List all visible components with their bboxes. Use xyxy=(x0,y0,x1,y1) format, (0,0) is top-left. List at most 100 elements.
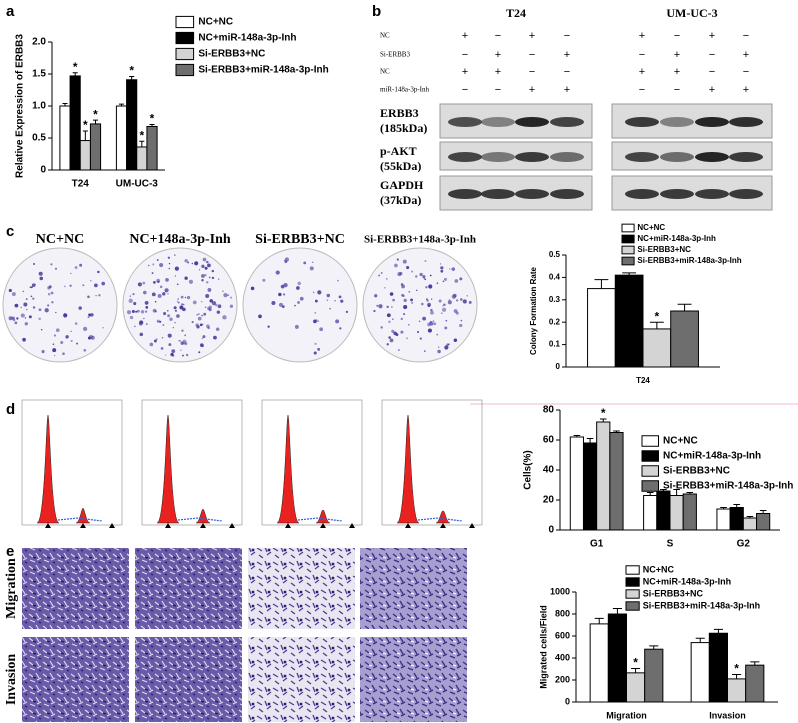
colony xyxy=(162,292,166,296)
colony xyxy=(438,299,442,303)
colony xyxy=(30,295,33,298)
y-tick-label: 600 xyxy=(555,630,570,640)
histogram-frame xyxy=(141,399,243,526)
y-tick-label: 800 xyxy=(555,608,570,618)
legend-label: NC+miR-148a-3p-Inh xyxy=(198,33,296,44)
bar xyxy=(670,310,699,368)
colony xyxy=(386,343,389,346)
x-tick-label: G1 xyxy=(590,539,604,550)
colony xyxy=(317,290,322,295)
colony xyxy=(157,294,162,298)
colony xyxy=(326,293,331,298)
y-tick-label: 400 xyxy=(555,652,570,662)
y-tick-label: 20 xyxy=(543,495,555,506)
colony xyxy=(152,263,155,266)
colony xyxy=(198,313,200,315)
micrograph xyxy=(22,637,129,722)
legend-swatch xyxy=(621,256,635,266)
treatment-sign: + xyxy=(743,49,749,61)
g1-peak xyxy=(36,414,60,524)
bar xyxy=(745,664,765,703)
blot-band xyxy=(625,152,659,162)
colony xyxy=(16,317,19,320)
s-phase xyxy=(57,517,103,522)
colony xyxy=(174,321,176,324)
colony xyxy=(374,294,378,298)
bar xyxy=(582,442,598,531)
colony xyxy=(428,284,433,289)
colony xyxy=(74,266,78,270)
colony xyxy=(70,330,72,333)
error-bar xyxy=(573,435,581,437)
colony-dish xyxy=(122,247,238,363)
y-tick-label: 60 xyxy=(543,435,555,446)
colony xyxy=(411,270,414,273)
colony xyxy=(198,351,201,354)
colony xyxy=(34,283,36,286)
colony xyxy=(40,328,43,331)
colony xyxy=(182,307,186,312)
colony xyxy=(403,313,406,316)
treatment-sign: − xyxy=(564,66,570,78)
bar xyxy=(126,79,138,171)
colony xyxy=(442,305,444,307)
colony xyxy=(182,303,185,306)
colony xyxy=(296,286,300,290)
colony xyxy=(468,301,472,304)
error-bar xyxy=(586,438,594,443)
colony xyxy=(319,327,324,332)
blot-band xyxy=(481,117,515,127)
error-bar xyxy=(139,140,145,147)
colony xyxy=(415,275,418,278)
treatment-sign: − xyxy=(564,30,570,42)
bar xyxy=(716,508,731,531)
colony xyxy=(135,310,138,313)
colony xyxy=(417,330,420,334)
colony xyxy=(159,262,164,268)
y-axis-label: Colony Formation Rate xyxy=(529,266,538,355)
legend-swatch xyxy=(641,435,659,447)
y-tick-label: 2.0 xyxy=(32,37,46,48)
colony xyxy=(171,354,175,357)
colony xyxy=(294,324,299,329)
colony xyxy=(23,302,28,307)
blot-band xyxy=(448,117,482,127)
colony xyxy=(22,290,25,293)
colony xyxy=(442,280,445,283)
colony xyxy=(20,313,25,318)
bar xyxy=(682,493,697,531)
x-tick-label: Migration xyxy=(606,710,647,720)
colony xyxy=(182,339,187,345)
x-tick-label: G2 xyxy=(737,539,751,550)
colony xyxy=(142,281,146,285)
colony xyxy=(154,300,157,303)
colony xyxy=(432,320,435,322)
colony xyxy=(87,336,92,340)
colony xyxy=(459,298,463,301)
colony xyxy=(191,321,194,324)
colony xyxy=(70,272,72,275)
bar xyxy=(596,421,611,531)
colony xyxy=(76,342,78,345)
treatment-label: NC xyxy=(380,68,390,76)
colony xyxy=(174,254,176,256)
treatment-label: Si-ERBB3 xyxy=(380,51,410,59)
colony xyxy=(205,294,210,299)
band-label: p-AKT xyxy=(380,144,417,158)
error-bar xyxy=(129,76,135,80)
colony xyxy=(176,300,179,302)
marker xyxy=(109,523,115,528)
colony xyxy=(163,312,167,316)
bar xyxy=(643,495,658,531)
bar xyxy=(59,105,71,171)
blot-band xyxy=(729,152,763,162)
colony xyxy=(14,303,19,308)
colony xyxy=(153,281,156,284)
colony xyxy=(140,310,145,314)
treatment-sign: + xyxy=(495,49,501,61)
colony xyxy=(83,326,88,331)
colony xyxy=(401,284,405,289)
error-bar xyxy=(713,628,723,634)
colony xyxy=(380,272,383,274)
